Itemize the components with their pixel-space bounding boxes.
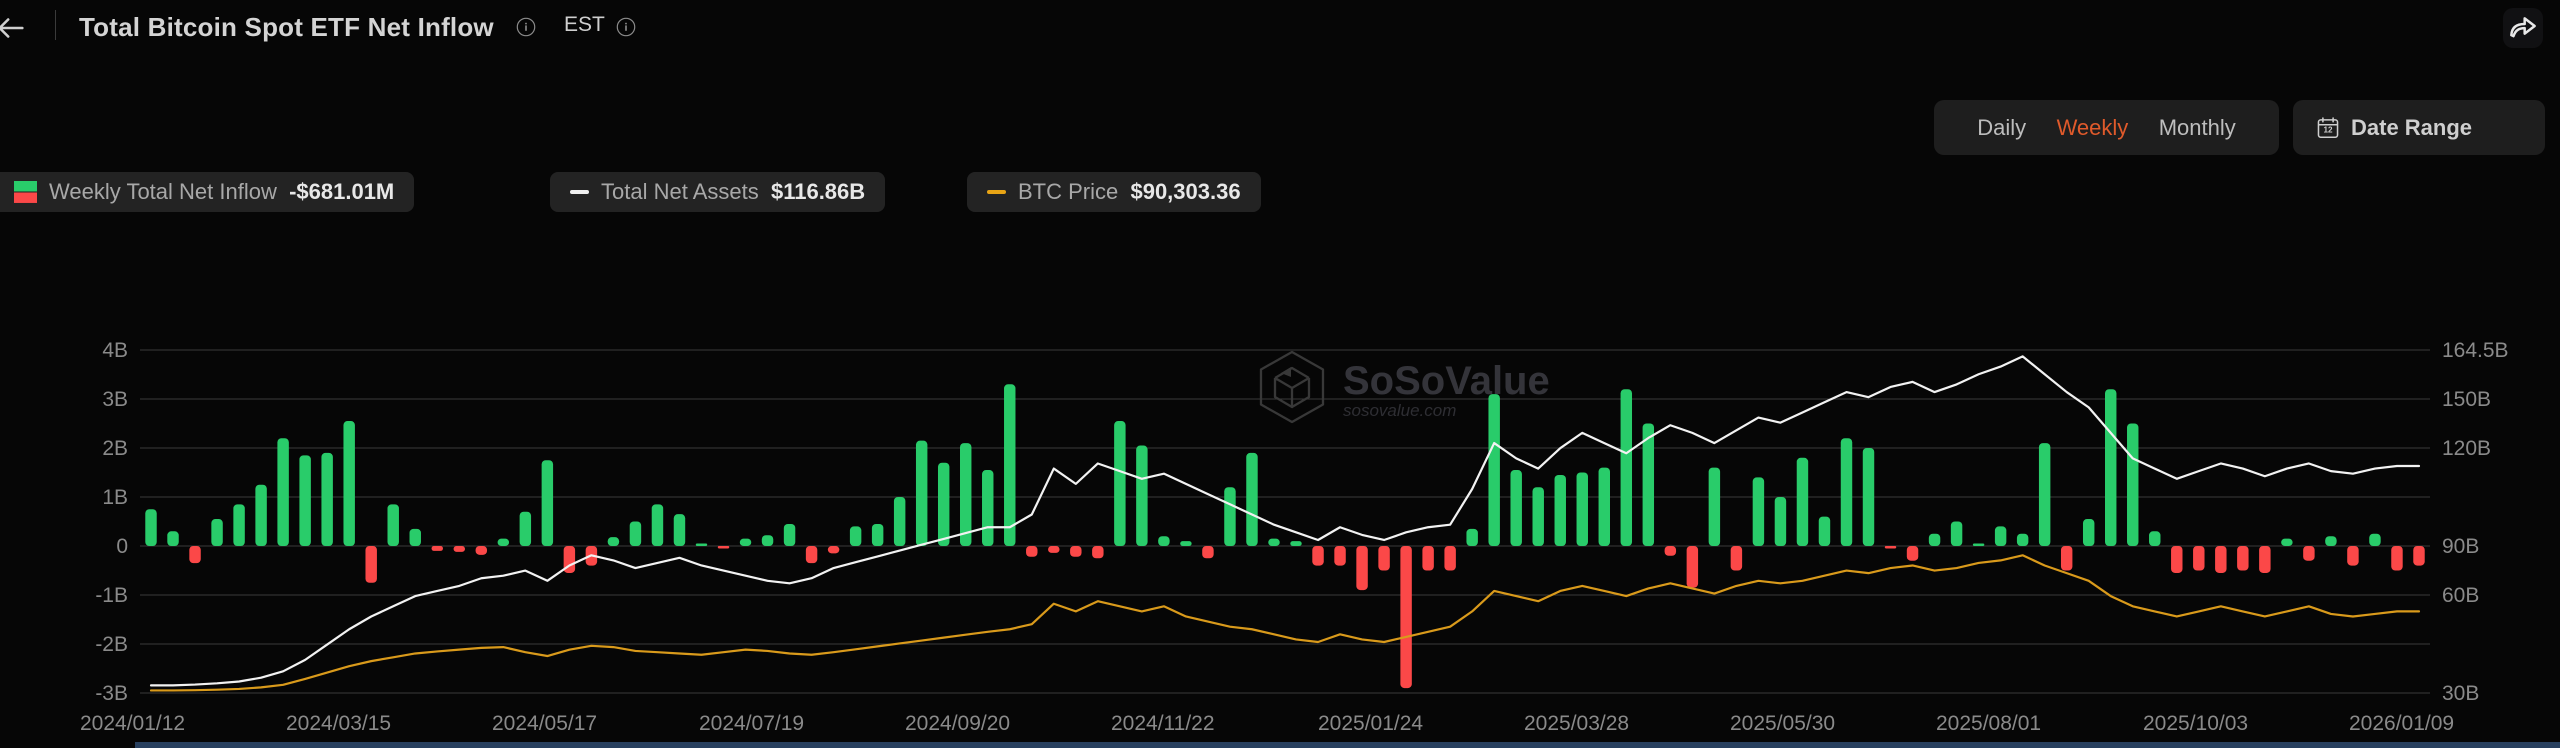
svg-text:30B: 30B — [2442, 682, 2479, 705]
svg-text:-1B: -1B — [95, 584, 128, 607]
svg-text:3B: 3B — [102, 388, 128, 411]
svg-text:0: 0 — [116, 535, 128, 558]
svg-text:4B: 4B — [102, 339, 128, 362]
svg-text:60B: 60B — [2442, 584, 2479, 607]
svg-text:2025/03/28: 2025/03/28 — [1524, 712, 1629, 735]
svg-text:90B: 90B — [2442, 535, 2479, 558]
svg-text:2025/05/30: 2025/05/30 — [1730, 712, 1835, 735]
svg-text:164.5B: 164.5B — [2442, 339, 2509, 362]
svg-text:2025/01/24: 2025/01/24 — [1318, 712, 1423, 735]
svg-text:2025/10/03: 2025/10/03 — [2143, 712, 2248, 735]
svg-text:2026/01/09: 2026/01/09 — [2349, 712, 2454, 735]
svg-text:-2B: -2B — [95, 633, 128, 656]
svg-text:2025/08/01: 2025/08/01 — [1936, 712, 2041, 735]
svg-text:150B: 150B — [2442, 388, 2491, 411]
svg-text:SoSoValue: SoSoValue — [1343, 359, 1550, 403]
svg-text:2024/09/20: 2024/09/20 — [905, 712, 1010, 735]
svg-text:2024/05/17: 2024/05/17 — [492, 712, 597, 735]
svg-text:1B: 1B — [102, 486, 128, 509]
svg-text:12: 12 — [2323, 125, 2333, 134]
svg-text:2B: 2B — [102, 437, 128, 460]
svg-text:2024/01/12: 2024/01/12 — [80, 712, 185, 735]
svg-text:2024/11/22: 2024/11/22 — [1111, 712, 1215, 735]
svg-text:-3B: -3B — [95, 682, 128, 705]
svg-text:2024/07/19: 2024/07/19 — [699, 712, 804, 735]
svg-text:120B: 120B — [2442, 437, 2491, 460]
svg-text:2024/03/15: 2024/03/15 — [286, 712, 391, 735]
svg-text:sosovalue.com: sosovalue.com — [1343, 401, 1456, 420]
